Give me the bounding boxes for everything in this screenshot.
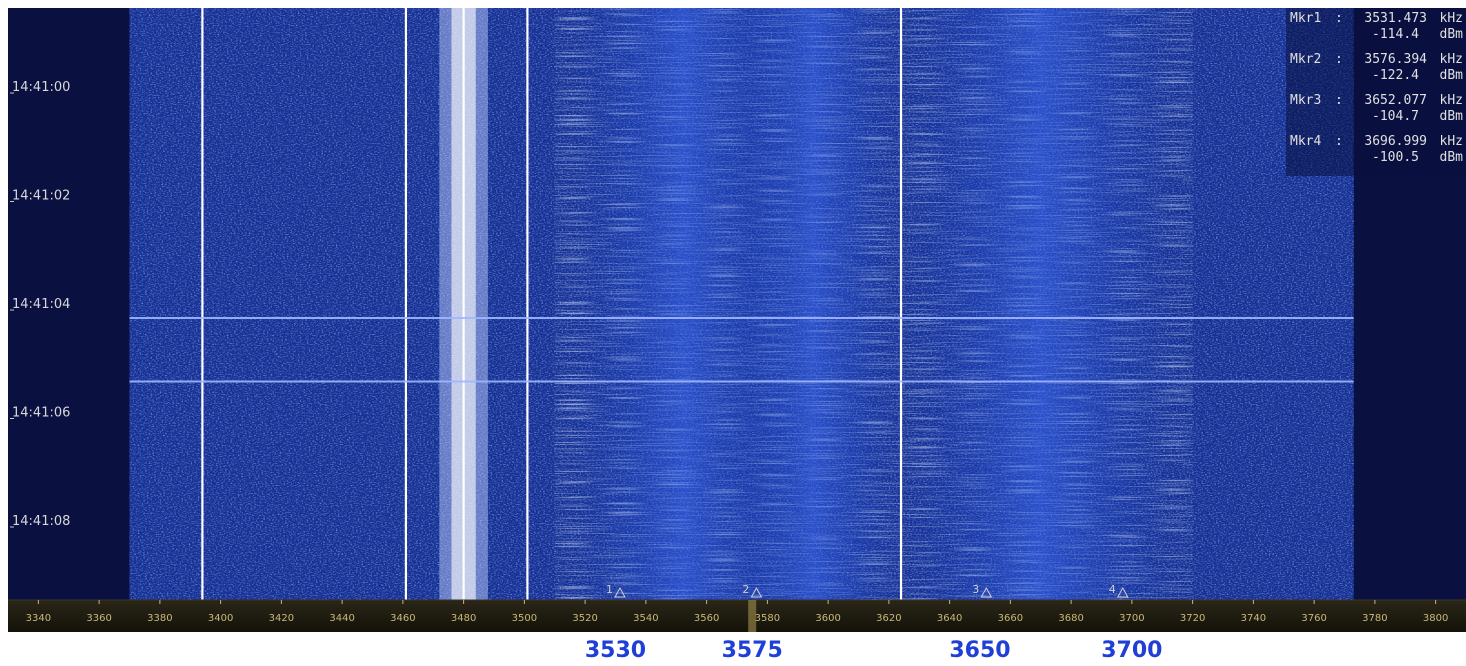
marker-readouts: Mkr1: 3531.473 kHz -114.4 dBm Mkr2: 3576.394 kH… [1286, 8, 1466, 176]
x-tick-label: 3520 [572, 613, 597, 624]
time-axis: 14:41:00 14:41:02 14:41:04 14:41:06 14:41:08 [10, 80, 70, 529]
x-tick-label: 3500 [512, 613, 537, 624]
x-tick-label: 3680 [1058, 613, 1083, 624]
readout-frequency: 3576.394 [1364, 52, 1427, 67]
frequency-annotation: 3575 [722, 638, 783, 662]
readout-level-unit: dBm [1440, 27, 1464, 42]
tuning-marker [748, 600, 757, 632]
x-tick-label: 3340 [26, 613, 51, 624]
x-tick-label: 3620 [876, 613, 901, 624]
marker-number: 4 [1109, 583, 1116, 596]
readout-panel [1286, 8, 1466, 176]
readout-level: -104.7 [1372, 109, 1419, 124]
readout-label: Mkr2 [1290, 52, 1321, 67]
frequency-annotation: 3650 [949, 638, 1010, 662]
readout-label: Mkr1 [1290, 11, 1321, 26]
x-tick-label: 3460 [390, 613, 415, 624]
time-label: 14:41:06 [12, 406, 70, 421]
readout-level: -114.4 [1372, 27, 1419, 42]
readout-frequency-unit: kHz [1440, 93, 1463, 108]
readout-frequency-unit: kHz [1440, 11, 1463, 26]
marker-triangle [980, 586, 993, 598]
readout-label: Mkr3 [1290, 93, 1321, 108]
signal-bands [439, 8, 1178, 600]
readout-level-unit: dBm [1440, 109, 1464, 124]
readout-colon: : [1335, 93, 1343, 108]
x-tick-label: 3560 [694, 613, 719, 624]
x-tick-label: 3580 [755, 613, 780, 624]
frequency-axis: 3340 3360 3380 3400 3420 3440 3460 3480 3500 3520… [8, 599, 1466, 632]
signal-band [904, 8, 1178, 600]
x-tick-label: 3360 [86, 613, 111, 624]
x-tick-label: 3640 [937, 613, 962, 624]
x-tick-label: 3480 [451, 613, 476, 624]
x-tick-label: 3800 [1423, 613, 1448, 624]
readout-colon: : [1335, 134, 1343, 149]
axis-background [8, 600, 1466, 632]
readout-frequency: 3531.473 [1364, 11, 1427, 26]
readout-level: -100.5 [1372, 150, 1419, 165]
readout-level-unit: dBm [1440, 150, 1464, 165]
x-tick-label: 3720 [1180, 613, 1205, 624]
frequency-annotation: 3530 [585, 638, 646, 662]
x-tick-label: 3400 [208, 613, 233, 624]
marker-triangles: 1 2 3 4 [606, 583, 1129, 598]
horizontal-streaks [129, 317, 1354, 383]
x-tick-label: 3740 [1241, 613, 1266, 624]
frequency-annotations: 3530 3575 3650 3700 [585, 638, 1163, 663]
readout-colon: : [1335, 52, 1343, 67]
x-tick-label: 3760 [1301, 613, 1326, 624]
time-label: 14:41:02 [12, 189, 70, 204]
x-tick-label: 3600 [815, 613, 840, 624]
readout-frequency-unit: kHz [1440, 52, 1463, 67]
x-tick-label: 3540 [633, 613, 658, 624]
time-label: 14:41:00 [12, 80, 70, 95]
marker-number: 3 [972, 583, 979, 596]
marker-triangle [614, 586, 626, 598]
signal-band [721, 8, 905, 600]
x-tick-label: 3420 [269, 613, 294, 624]
time-label: 14:41:04 [12, 297, 70, 312]
x-tick-label: 3440 [329, 613, 354, 624]
readout-label: Mkr4 [1290, 134, 1321, 149]
readout-level: -122.4 [1372, 68, 1419, 83]
readout-frequency: 3652.077 [1364, 93, 1427, 108]
marker-triangle [750, 586, 763, 598]
marker-triangle [1116, 586, 1129, 598]
x-tick-label: 3780 [1362, 613, 1387, 624]
readout-level-unit: dBm [1440, 68, 1464, 83]
readout-frequency-unit: kHz [1440, 134, 1463, 149]
marker-number: 1 [606, 583, 613, 596]
frequency-annotation: 3700 [1101, 638, 1162, 662]
carrier-lines [201, 8, 903, 600]
marker-number: 2 [742, 583, 749, 596]
x-tick-label: 3700 [1119, 613, 1144, 624]
readout-frequency: 3696.999 [1364, 134, 1427, 149]
x-tick-label: 3380 [147, 613, 172, 624]
x-tick-label: 3660 [998, 613, 1023, 624]
readout-colon: : [1335, 11, 1343, 26]
time-label: 14:41:08 [12, 514, 70, 529]
